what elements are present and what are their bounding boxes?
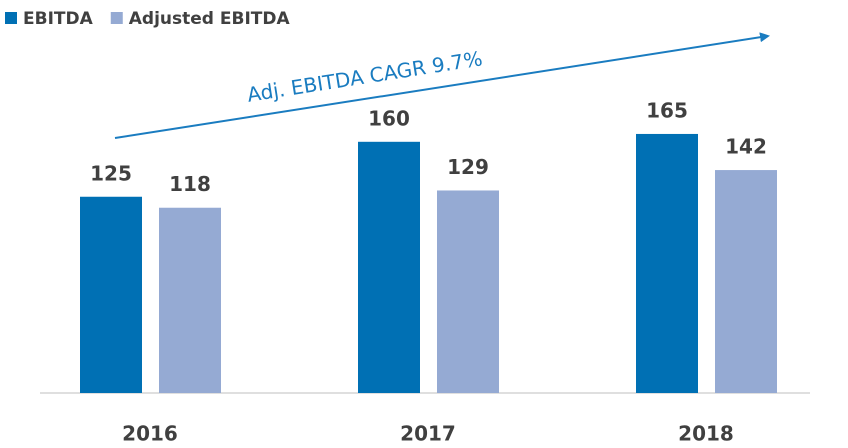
- data-label: 142: [725, 135, 767, 159]
- data-label: 165: [646, 98, 688, 122]
- data-label: 160: [368, 106, 410, 130]
- bar: [159, 207, 221, 393]
- bar: [437, 190, 499, 393]
- data-label: 125: [90, 161, 132, 185]
- x-tick-label: 2018: [678, 422, 734, 446]
- bar: [636, 133, 698, 393]
- bar: [715, 170, 777, 393]
- legend-swatch: [110, 12, 123, 24]
- legend-label: EBITDA: [23, 9, 94, 29]
- data-label: 129: [447, 155, 489, 179]
- trend-arrow: [114, 32, 770, 139]
- x-tick-label: 2016: [122, 422, 178, 446]
- x-tick-label: 2017: [400, 422, 456, 446]
- bar: [358, 141, 420, 393]
- data-label: 118: [169, 172, 211, 196]
- annotation: Adj. EBITDA CAGR 9.7%: [245, 46, 484, 106]
- legend-swatch: [5, 12, 17, 24]
- legend-label: Adjusted EBITDA: [129, 9, 291, 29]
- bar: [80, 196, 142, 393]
